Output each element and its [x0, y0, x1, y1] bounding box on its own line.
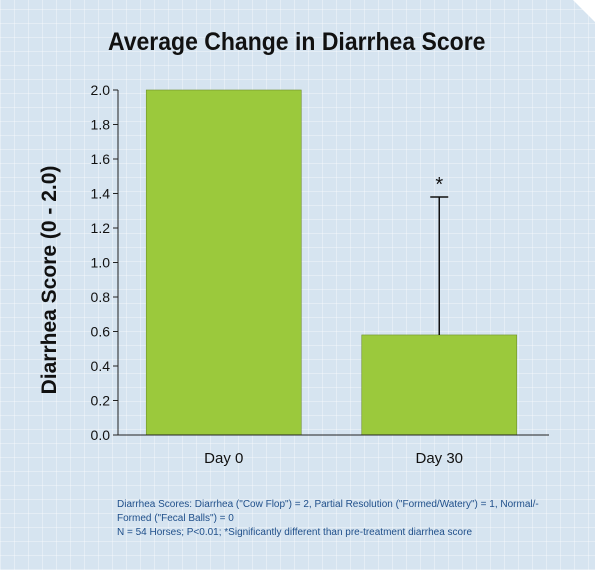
- y-tick-label-9: 1.8: [91, 117, 111, 133]
- significance-marker-2: *: [435, 174, 443, 196]
- y-tick-label-0: 0.0: [91, 427, 111, 443]
- y-tick-label-1: 0.2: [91, 393, 111, 409]
- footnote-line-3: N = 54 Horses; P<0.01; *Significantly di…: [117, 527, 473, 538]
- footnote: Diarrhea Scores: Diarrhea ("Cow Flop") =…: [117, 498, 557, 540]
- x-tick-label-2: Day 30: [415, 450, 463, 467]
- y-tick-label-4: 0.8: [91, 289, 111, 305]
- y-tick-label-3: 0.6: [91, 324, 111, 340]
- page-corner-fold: [573, 0, 595, 22]
- y-tick-label-5: 1.0: [91, 255, 111, 271]
- x-tick-label-1: Day 0: [204, 450, 243, 467]
- y-tick-label-7: 1.4: [91, 186, 111, 202]
- chart-title: Average Change in Diarrhea Score: [107, 28, 486, 56]
- y-tick-label-2: 0.4: [91, 358, 111, 374]
- footnote-line-1: Diarrhea Scores: Diarrhea ("Cow Flop") =…: [117, 499, 539, 510]
- bar-2: [361, 334, 518, 436]
- y-tick-label-8: 1.6: [91, 151, 111, 167]
- y-tick-label-10: 2.0: [91, 82, 111, 98]
- bar-1: [145, 89, 302, 436]
- footnote-line-2: Formed ("Fecal Balls") = 0: [117, 513, 234, 524]
- y-tick-label-6: 1.2: [91, 220, 111, 236]
